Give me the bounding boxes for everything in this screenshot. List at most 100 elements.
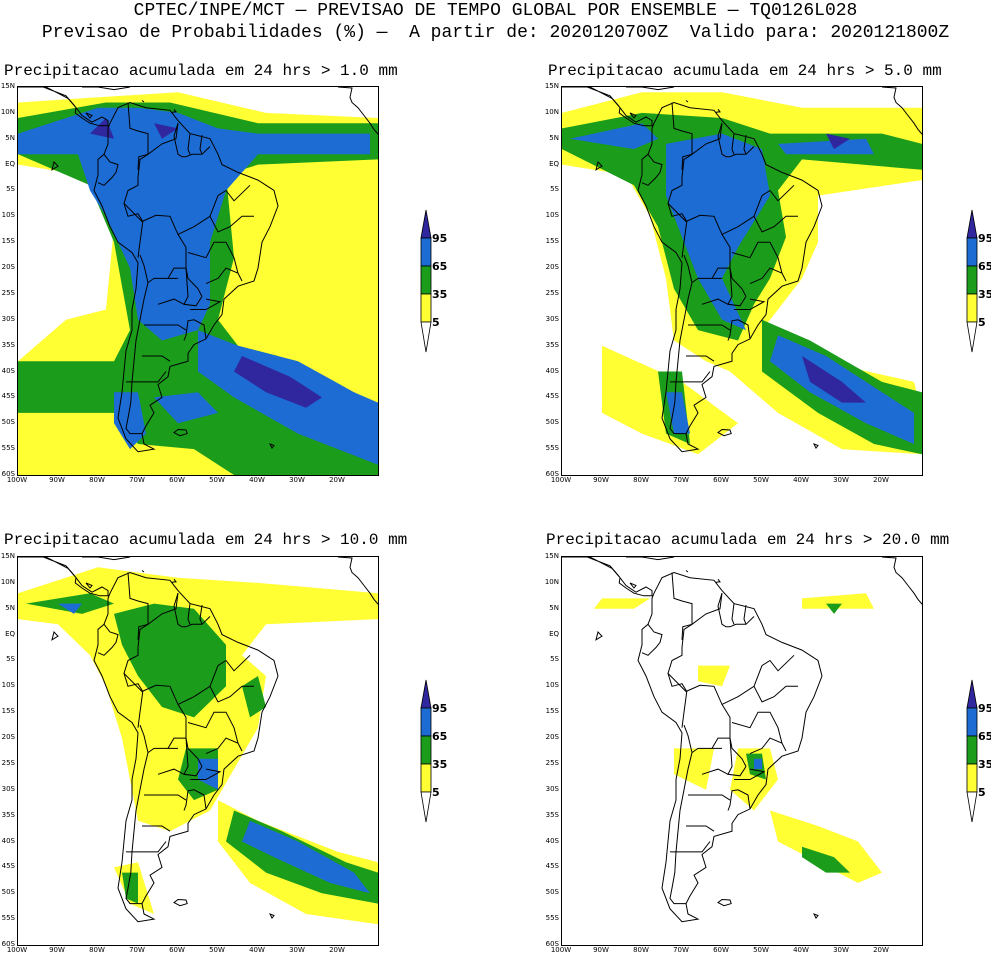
lat-tick-label: 15S (1, 707, 15, 716)
lat-tick-label: 40S (545, 836, 559, 845)
probability-region (18, 107, 370, 341)
country-border (97, 153, 119, 186)
lon-tick-label: 100W (6, 946, 28, 954)
country-border (142, 825, 171, 832)
map-canvas (562, 557, 922, 923)
legend-swatch-5 (420, 763, 432, 793)
lon-tick-label: 50W (753, 476, 769, 484)
legend-colorbar (966, 679, 978, 823)
lat-tick-label: 20S (1, 263, 15, 272)
lon-tick-label: 70W (673, 946, 689, 954)
legend-swatch-35 (966, 265, 978, 295)
country-border (717, 123, 755, 158)
country-border (123, 123, 179, 258)
lat-tick-label: 25S (1, 758, 15, 767)
lat-tick-label: EQ (5, 629, 15, 638)
lat-tick-label: 5N (5, 603, 15, 612)
lat-tick-label: 50S (545, 888, 559, 897)
probability-region (26, 593, 114, 614)
probability-region (754, 758, 762, 770)
country-border (711, 267, 730, 279)
country-border (127, 102, 149, 170)
country-border (731, 241, 783, 274)
legend-label-5: 5 (978, 316, 986, 329)
probability-region (114, 603, 226, 718)
lat-tick-label: 55S (1, 914, 15, 923)
legend-label-65: 65 (978, 260, 991, 273)
lat-tick-label: 35S (545, 810, 559, 819)
country-border (187, 603, 191, 625)
island (51, 161, 59, 171)
lon-tick-label: 60W (169, 476, 185, 484)
island (629, 112, 637, 119)
country-border (667, 673, 747, 767)
country-border (749, 267, 787, 285)
country-border (183, 319, 207, 341)
lon-tick-label: 90W (49, 946, 65, 954)
country-border (731, 711, 783, 744)
map-canvas (562, 87, 922, 455)
probability-region (802, 356, 866, 403)
coastline (82, 557, 131, 561)
lon-tick-label: 70W (129, 946, 145, 954)
island (813, 443, 819, 450)
country-border (183, 789, 207, 811)
lat-tick-label: 45S (545, 862, 559, 871)
country-border (157, 768, 185, 775)
country-border (671, 572, 693, 640)
legend-colorbar (966, 209, 978, 353)
lon-tick-label: 40W (249, 946, 265, 954)
probability-region (674, 748, 714, 790)
panel-title-1: Precipitacao acumulada em 24 hrs > 1.0 m… (4, 62, 398, 80)
country-border (126, 371, 167, 383)
lat-tick-label: EQ (5, 159, 15, 168)
country-border (753, 685, 798, 703)
legend-label-5: 5 (432, 786, 440, 799)
legend-label-95: 95 (432, 232, 448, 245)
country-border (731, 133, 735, 155)
lon-tick-label: 70W (673, 476, 689, 484)
legend-swatch-95 (966, 679, 978, 709)
island (595, 161, 603, 171)
lat-tick-label: 15N (544, 82, 559, 90)
lon-tick-label: 50W (209, 946, 225, 954)
country-border (670, 841, 711, 853)
country-border (721, 665, 763, 705)
country-border (167, 737, 186, 749)
probability-region (666, 392, 690, 434)
country-border (721, 195, 763, 235)
lat-tick-label: 45S (1, 392, 15, 401)
country-border (701, 298, 729, 305)
lat-tick-label: 15S (545, 707, 559, 716)
country-border (749, 737, 787, 755)
country-border (187, 711, 239, 744)
lat-tick-label: 30S (545, 314, 559, 323)
legend-swatch-65 (966, 237, 978, 267)
country-border (683, 724, 722, 754)
coastline (562, 87, 653, 127)
country-border (670, 371, 711, 383)
lon-tick-label: 60W (713, 946, 729, 954)
lon-tick-label: 80W (89, 946, 105, 954)
country-border (177, 195, 219, 235)
legend-label-65: 65 (978, 730, 991, 743)
legend-4: 95 65 35 5 (966, 678, 991, 828)
panel-title-2: Precipitacao acumulada em 24 hrs > 5.0 m… (548, 62, 942, 80)
probability-region (594, 598, 650, 609)
country-border (753, 215, 798, 233)
lat-tick-label: 35S (545, 340, 559, 349)
coastline (626, 87, 675, 91)
lat-tick-label: EQ (549, 629, 559, 638)
probability-region (570, 123, 658, 150)
probability-region (770, 810, 882, 883)
country-border (167, 267, 186, 279)
lat-tick-label: 10N (544, 107, 559, 116)
probability-region (234, 356, 322, 408)
lat-tick-label: 10S (545, 211, 559, 220)
lat-tick-label: 60S (1, 470, 15, 478)
country-border (686, 355, 715, 362)
country-border (671, 102, 693, 170)
lat-tick-label: 15N (544, 552, 559, 560)
coastline (337, 87, 378, 142)
lat-tick-label: 5S (550, 185, 559, 194)
